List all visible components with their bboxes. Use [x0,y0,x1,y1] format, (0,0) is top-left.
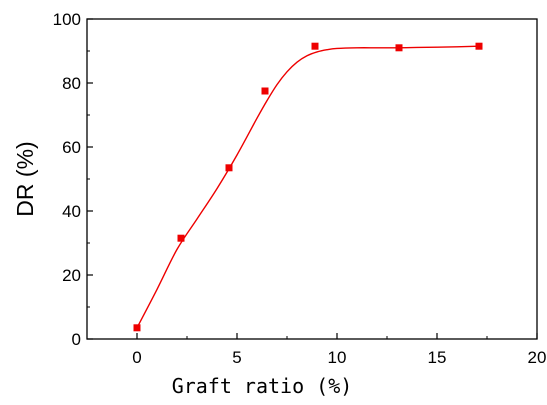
x-tick-label: 5 [232,348,241,367]
y-tick-label: 60 [62,138,81,157]
data-point [475,42,483,50]
data-point [133,324,141,332]
data-point [225,164,233,172]
x-axis-title: Graft ratio (%) [172,374,353,398]
y-tick-label: 100 [53,10,81,29]
y-axis-title: DR (%) [12,141,38,216]
x-tick-label: 0 [132,348,141,367]
fit-curve [136,45,480,329]
x-tick-label: 10 [328,348,347,367]
x-tick-label: 20 [528,348,547,367]
y-tick-label: 20 [62,266,81,285]
y-axis: 0 20 40 60 80 100 [53,10,93,349]
y-tick-label: 40 [62,202,81,221]
data-point [395,44,403,52]
data-point [311,42,319,50]
data-point [261,87,269,95]
y-tick-label: 0 [72,330,81,349]
x-tick-label: 15 [428,348,447,367]
data-point [177,234,185,242]
plot-frame [86,18,538,340]
y-tick-label: 80 [62,74,81,93]
data-points [133,42,483,332]
x-axis: 0 5 10 15 20 [132,333,546,367]
